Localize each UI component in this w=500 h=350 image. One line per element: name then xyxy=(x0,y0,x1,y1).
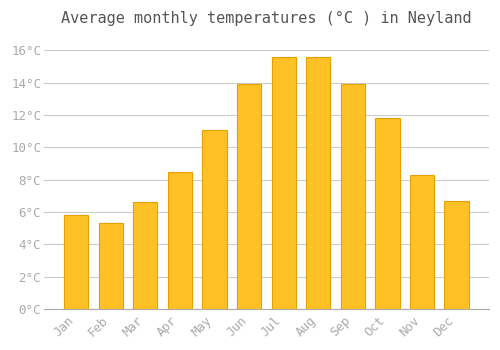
Title: Average monthly temperatures (°C ) in Neyland: Average monthly temperatures (°C ) in Ne… xyxy=(61,11,472,26)
Bar xyxy=(98,223,123,309)
Bar xyxy=(272,57,296,309)
Bar xyxy=(168,172,192,309)
Bar xyxy=(64,215,88,309)
Bar xyxy=(376,118,400,309)
Bar xyxy=(410,175,434,309)
Bar xyxy=(340,84,365,309)
Bar xyxy=(202,130,226,309)
Bar xyxy=(134,202,158,309)
Bar xyxy=(444,201,468,309)
Bar xyxy=(237,84,261,309)
Bar xyxy=(306,57,330,309)
